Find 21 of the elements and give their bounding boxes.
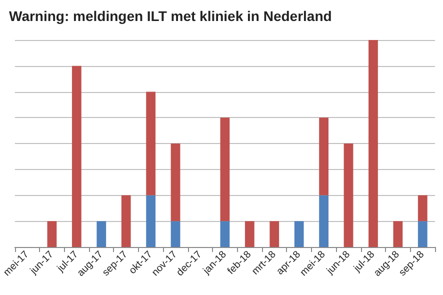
bar — [393, 221, 403, 247]
bar — [146, 195, 156, 247]
bar — [319, 195, 328, 247]
bar — [344, 144, 354, 247]
bar — [294, 221, 304, 247]
chart-title: Warning: meldingen ILT met kliniek in Nederland — [9, 8, 332, 24]
bar — [170, 144, 180, 222]
bar — [47, 221, 57, 247]
bar — [170, 221, 180, 247]
bar — [146, 92, 156, 196]
bar — [270, 221, 280, 247]
bar — [418, 195, 428, 222]
bar — [220, 118, 230, 222]
bar — [244, 221, 254, 247]
bar — [72, 66, 82, 247]
bar — [319, 118, 328, 196]
bar — [121, 195, 131, 247]
bar — [418, 221, 428, 247]
bar — [96, 221, 106, 247]
bar — [368, 40, 378, 247]
bar — [220, 221, 230, 247]
